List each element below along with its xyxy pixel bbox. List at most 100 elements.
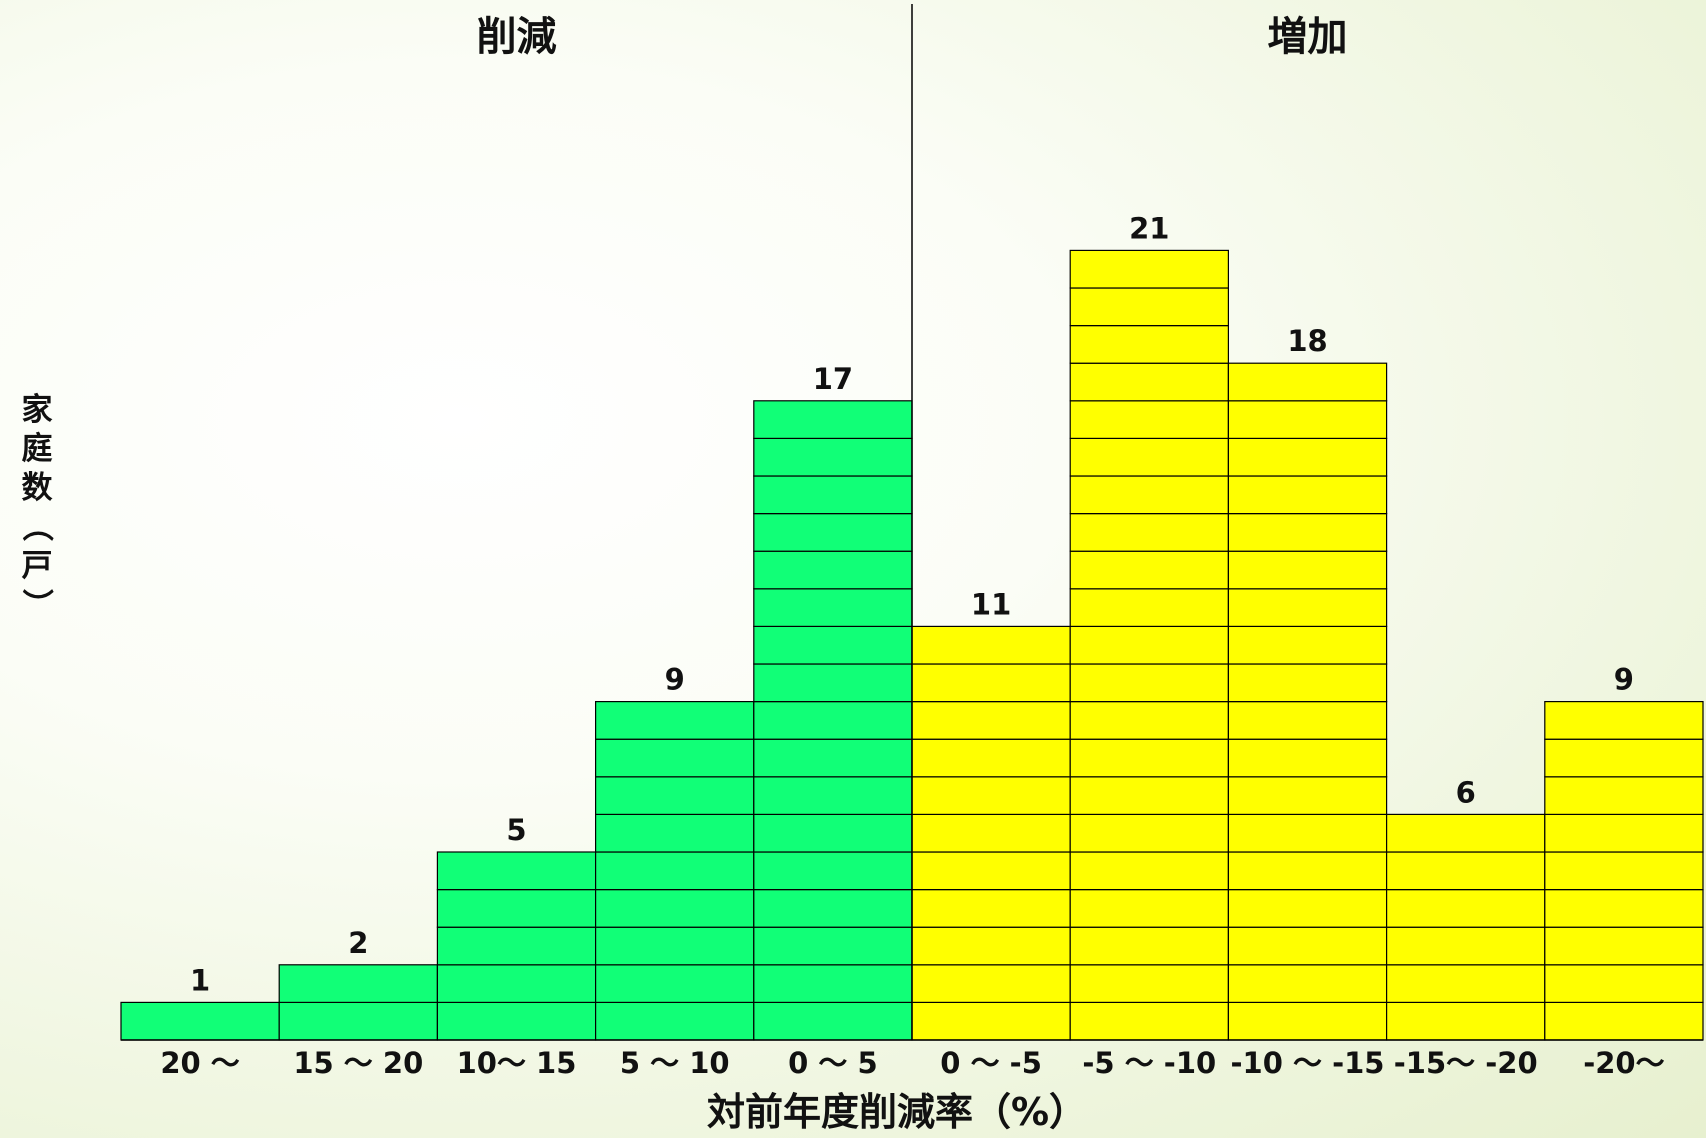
tick-label-10: -20～ bbox=[1583, 1046, 1664, 1080]
bar-7-cell-18 bbox=[1069, 362, 1229, 402]
bar-5-cell-4 bbox=[753, 888, 913, 928]
bar-10-cell-3 bbox=[1544, 926, 1704, 966]
bar-8-cell-4 bbox=[1227, 888, 1388, 928]
bar-10-cell-4 bbox=[1544, 888, 1704, 928]
bar-9-cell-3 bbox=[1385, 926, 1546, 966]
bar-1 bbox=[120, 1001, 280, 1041]
bar-5-cell-1 bbox=[753, 1001, 913, 1041]
bar-2 bbox=[278, 964, 439, 1041]
bar-6-cell-2 bbox=[911, 964, 1071, 1003]
bar-5-cell-2 bbox=[753, 964, 913, 1003]
bar-3-cell-1 bbox=[436, 1001, 597, 1041]
bar-6 bbox=[911, 625, 1071, 1041]
bar-8-cell-12 bbox=[1227, 588, 1388, 627]
bar-7-cell-21 bbox=[1069, 249, 1229, 289]
bar-7 bbox=[1069, 249, 1229, 1041]
value-label-1: 1 bbox=[190, 963, 210, 997]
bar-1-cell-1 bbox=[120, 1001, 280, 1041]
bar-4-cell-3 bbox=[594, 926, 755, 966]
bar-3 bbox=[436, 851, 597, 1041]
bar-8-cell-10 bbox=[1227, 663, 1388, 703]
bar-6-cell-8 bbox=[911, 738, 1071, 778]
bar-5-cell-16 bbox=[753, 437, 913, 477]
bar-5-cell-7 bbox=[753, 776, 913, 815]
bar-5-cell-11 bbox=[753, 625, 913, 665]
bar-10-cell-2 bbox=[1544, 964, 1704, 1003]
bar-6-cell-9 bbox=[911, 700, 1071, 740]
bar-4-cell-8 bbox=[594, 738, 755, 778]
bar-2-cell-2 bbox=[278, 964, 439, 1003]
bar-4-cell-2 bbox=[594, 964, 755, 1003]
bar-10-cell-6 bbox=[1544, 813, 1704, 853]
bar-9-cell-4 bbox=[1385, 888, 1546, 928]
y-axis-title-char-2: 庭 bbox=[22, 431, 53, 467]
bar-7-cell-8 bbox=[1069, 738, 1229, 778]
bar-5-cell-15 bbox=[753, 475, 913, 515]
bar-5-cell-5 bbox=[753, 851, 913, 891]
group-labels-layer: 削減 増加 bbox=[477, 14, 1348, 60]
bar-5-cell-13 bbox=[753, 550, 913, 590]
bar-6-cell-1 bbox=[911, 1001, 1071, 1041]
bar-10-cell-7 bbox=[1544, 776, 1704, 815]
bar-6-cell-5 bbox=[911, 851, 1071, 891]
bar-7-cell-6 bbox=[1069, 813, 1229, 853]
bar-8-cell-7 bbox=[1227, 776, 1388, 815]
bar-4-cell-4 bbox=[594, 888, 755, 928]
value-label-2: 2 bbox=[348, 926, 368, 960]
bar-8-cell-18 bbox=[1227, 362, 1388, 402]
tick-labels-layer: 20 ～ 15 ～ 20 10～ 15 5 ～ 10 0 ～ 5 0 ～ -5 -5 ～ -… bbox=[160, 1046, 1664, 1080]
bar-6-cell-7 bbox=[911, 776, 1071, 815]
bar-7-cell-12 bbox=[1069, 588, 1229, 627]
bar-7-cell-2 bbox=[1069, 964, 1229, 1003]
bar-8-cell-16 bbox=[1227, 437, 1388, 477]
bar-7-cell-13 bbox=[1069, 550, 1229, 590]
tick-label-6: 0 ～ -5 bbox=[940, 1046, 1042, 1080]
bar-8-cell-14 bbox=[1227, 512, 1388, 552]
tick-label-5: 0 ～ 5 bbox=[788, 1046, 878, 1080]
bar-5-cell-17 bbox=[753, 400, 913, 439]
bar-5-cell-3 bbox=[753, 926, 913, 966]
bar-8-cell-11 bbox=[1227, 625, 1388, 665]
bar-8-cell-1 bbox=[1227, 1001, 1388, 1041]
y-axis-title-char-6: ） bbox=[18, 589, 54, 620]
tick-label-3: 10～ 15 bbox=[457, 1046, 577, 1080]
y-axis-title-char-4: （ bbox=[18, 511, 54, 542]
bar-7-cell-5 bbox=[1069, 851, 1229, 891]
y-axis-title-char-5: 戸 bbox=[22, 548, 53, 584]
bar-7-cell-16 bbox=[1069, 437, 1229, 477]
tick-label-1: 20 ～ bbox=[160, 1046, 239, 1080]
tick-label-8: -10 ～ -15 bbox=[1231, 1046, 1385, 1080]
y-axis-title: 家庭数 （ 戸 ） bbox=[18, 392, 54, 620]
value-label-4: 9 bbox=[665, 663, 685, 697]
bar-4-cell-6 bbox=[594, 813, 755, 853]
bar-7-cell-3 bbox=[1069, 926, 1229, 966]
bar-9-cell-2 bbox=[1385, 964, 1546, 1003]
bar-7-cell-10 bbox=[1069, 663, 1229, 703]
bar-8-cell-2 bbox=[1227, 964, 1388, 1003]
bar-7-cell-20 bbox=[1069, 287, 1229, 327]
bar-5-cell-10 bbox=[753, 663, 913, 703]
bar-8 bbox=[1227, 362, 1388, 1041]
bar-8-cell-13 bbox=[1227, 550, 1388, 590]
bar-3-cell-4 bbox=[436, 888, 597, 928]
bar-10-cell-8 bbox=[1544, 738, 1704, 778]
bar-8-cell-3 bbox=[1227, 926, 1388, 966]
bar-9-cell-5 bbox=[1385, 851, 1546, 891]
group-label-2: 増加 bbox=[1268, 14, 1348, 60]
value-label-10: 9 bbox=[1614, 663, 1634, 697]
y-axis-title-char-1: 家 bbox=[22, 392, 53, 428]
value-label-6: 11 bbox=[971, 587, 1011, 621]
bar-4-cell-5 bbox=[594, 851, 755, 891]
bar-4-cell-9 bbox=[594, 700, 755, 740]
bar-8-cell-9 bbox=[1227, 700, 1388, 740]
bar-5-cell-12 bbox=[753, 588, 913, 627]
bar-4-cell-7 bbox=[594, 776, 755, 815]
bar-7-cell-1 bbox=[1069, 1001, 1229, 1041]
bar-3-cell-3 bbox=[436, 926, 597, 966]
bar-2-cell-1 bbox=[278, 1001, 439, 1041]
bar-9 bbox=[1385, 813, 1546, 1041]
bar-4 bbox=[594, 700, 755, 1041]
bar-7-cell-4 bbox=[1069, 888, 1229, 928]
bar-4-cell-1 bbox=[594, 1001, 755, 1041]
